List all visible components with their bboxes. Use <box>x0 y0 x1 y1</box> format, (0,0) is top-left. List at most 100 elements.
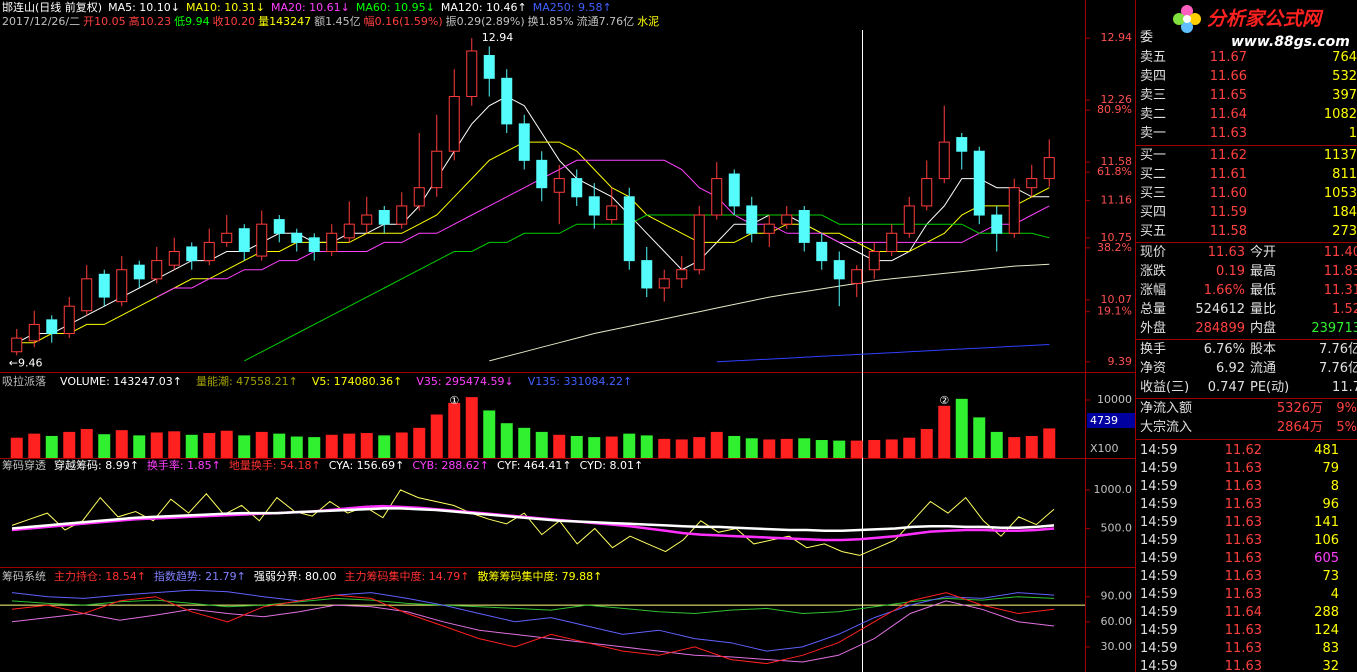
cell-text: 7.76亿 <box>1319 342 1357 357</box>
candle-body <box>378 209 390 225</box>
header-item: 指数趋势: 21.79↑ <box>153 570 246 583</box>
series-line <box>11 600 1055 663</box>
candle-body <box>851 269 863 284</box>
candle-body <box>116 269 128 303</box>
cell-text: 79 <box>1322 461 1339 476</box>
volume-bar <box>728 435 741 458</box>
cell-text: 买二 <box>1140 167 1167 182</box>
candle-body <box>431 150 443 189</box>
cell-text: 11.63 <box>1224 533 1262 548</box>
header-item: 穿越筹码: 8.99↑ <box>54 459 139 472</box>
candle-body <box>98 273 110 298</box>
cell-text: 14:59 <box>1140 605 1178 620</box>
cell-text: 卖五 <box>1140 50 1167 65</box>
logo-url: www.88gs.com <box>1231 34 1350 50</box>
header-item: 换手率: 1.85↑ <box>146 459 221 472</box>
volume-bar <box>395 432 408 458</box>
cell-text: 11.63 <box>1224 641 1262 656</box>
volume-bar <box>920 428 933 458</box>
volume-bar <box>290 436 303 458</box>
cell-text: 11.59 <box>1209 205 1247 220</box>
volume-bar <box>413 427 426 458</box>
cell-text: 14:59 <box>1140 479 1178 494</box>
cell-text: 6.92 <box>1216 361 1245 376</box>
volume-bar <box>535 431 548 458</box>
header-item: 量143247 <box>258 15 312 28</box>
y-tick-label: 80.9% <box>1097 103 1132 116</box>
volume-bar <box>710 431 723 458</box>
volume-bar <box>815 440 828 458</box>
cell-text: 11.63 <box>1224 479 1262 494</box>
cell-text: 11.63 <box>1224 587 1262 602</box>
series-line <box>11 589 1055 652</box>
cell-text: 124 <box>1314 623 1339 638</box>
price-annotation: 12.94 <box>482 31 514 44</box>
y-tick-label: 10.07 <box>1101 293 1133 306</box>
cell-text: 11.63 <box>1224 515 1262 530</box>
candle-body <box>483 55 495 79</box>
candle-body <box>518 123 530 161</box>
header-item: 吸拉派落 <box>2 375 46 388</box>
volume-bar <box>868 440 881 458</box>
header-item: 量能潮: 47558.21↑ <box>195 375 298 388</box>
cell-text: 内盘 <box>1250 321 1277 336</box>
volume-bar <box>518 427 531 458</box>
volume-bar <box>430 414 443 458</box>
logo-title: 分析家公式网 <box>1207 8 1322 30</box>
cell-text: 11.7 <box>1332 380 1357 395</box>
cell-text: 11.62 <box>1209 148 1247 163</box>
cell-text: 卖二 <box>1140 107 1167 122</box>
cell-text: 273 <box>1332 224 1357 239</box>
cell-text: 11.67 <box>1209 50 1247 65</box>
candle-body <box>868 251 880 271</box>
header-item: 收10.20 <box>212 15 256 28</box>
candle-body <box>833 260 845 280</box>
candle-body <box>151 260 163 280</box>
cell-text: 1.66% <box>1203 283 1245 298</box>
cell-text: 大宗流入 <box>1140 420 1193 435</box>
volume-bar <box>28 433 41 458</box>
cell-text: 106 <box>1314 533 1339 548</box>
chart-area: 12.94 12.26 11.58 11.16 10.75 10.07 9.39 80.9% 6… <box>0 0 1135 672</box>
volume-bar <box>973 417 986 458</box>
volume-bar <box>833 440 846 458</box>
header-item: MA10: 10.31↓ <box>186 1 265 14</box>
candle-body <box>273 219 285 234</box>
cell-text: 11.63 <box>1224 623 1262 638</box>
volume-bar <box>850 440 863 458</box>
candle-body <box>816 241 828 262</box>
header-item: 筹码系统 <box>2 570 46 583</box>
cell-text: 卖三 <box>1140 88 1167 103</box>
candle-body <box>658 278 670 289</box>
cell-text: 524612 <box>1195 302 1245 317</box>
cell-text: 11.40 <box>1323 245 1357 260</box>
candle-body <box>781 214 793 225</box>
header-row: 筹码穿透 穿越筹码: 8.99↑ 换手率: 1.85↑ 地量换手: 54.18↑ CYA… <box>2 459 651 473</box>
volume-bar <box>955 398 968 458</box>
cell-text: 11.64 <box>1209 107 1247 122</box>
cell-text: 现价 <box>1140 245 1167 260</box>
volume-bar <box>675 439 688 458</box>
cell-text: 11.63 <box>1224 659 1262 672</box>
cell-text: 14:59 <box>1140 659 1178 672</box>
cell-text: 总量 <box>1140 302 1167 317</box>
candle-body <box>203 241 215 262</box>
header-item: 筹码穿透 <box>2 459 46 472</box>
cursor-box <box>1087 413 1135 428</box>
header-item: 低9.94 <box>174 15 210 28</box>
volume-bar <box>990 431 1003 458</box>
candle-body <box>308 237 320 253</box>
candle-body <box>466 50 478 98</box>
cell-text: 11.66 <box>1209 69 1247 84</box>
cell-text: 83 <box>1322 641 1339 656</box>
header-item: V5: 174080.36↑ <box>311 375 403 388</box>
y-tick-label: 12.94 <box>1101 31 1133 44</box>
y-tick-label: 61.8% <box>1097 165 1132 178</box>
candle-body <box>448 96 460 152</box>
y-tick-label: 38.2% <box>1097 241 1132 254</box>
volume-bar <box>553 434 566 458</box>
cell-text: 11.63 <box>1224 569 1262 584</box>
series-line <box>489 263 1050 362</box>
candle-body <box>238 228 250 253</box>
cell-text: 2864万 <box>1276 420 1323 435</box>
